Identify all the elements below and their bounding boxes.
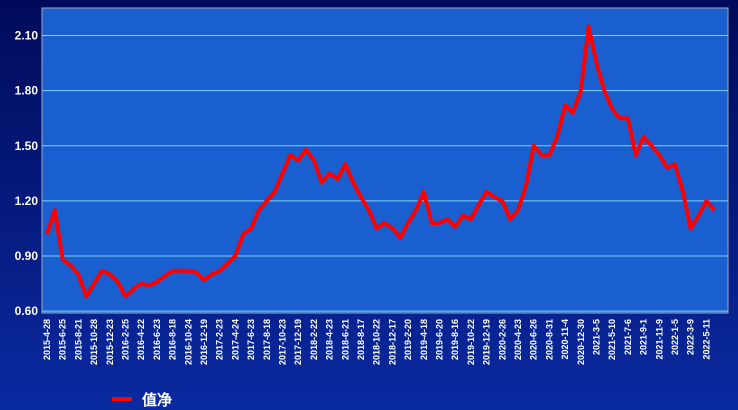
x-tick-label: 2015-4-28 bbox=[42, 319, 52, 360]
x-tick-label: 2020-11-4 bbox=[560, 319, 570, 360]
x-tick-label: 2021-11-9 bbox=[654, 319, 664, 360]
x-tick-label: 2017-4-24 bbox=[230, 319, 240, 360]
x-tick-label: 2016-2-25 bbox=[121, 319, 131, 360]
x-tick-label: 2015-8-21 bbox=[73, 319, 83, 360]
x-tick-label: 2017-6-23 bbox=[246, 319, 256, 360]
x-tick-label: 2020-2-26 bbox=[497, 319, 507, 360]
x-tick-label: 2017-10-23 bbox=[278, 319, 288, 365]
x-tick-label: 2019-10-22 bbox=[466, 319, 476, 365]
y-tick-label: 0.60 bbox=[15, 304, 39, 318]
x-tick-label: 2015-12-23 bbox=[105, 319, 115, 365]
legend-label: 值净 bbox=[142, 391, 172, 409]
x-tick-label: 2017-12-19 bbox=[293, 319, 303, 365]
x-tick-label: 2017-2-23 bbox=[215, 319, 225, 360]
x-tick-label: 2022-5-11 bbox=[701, 319, 711, 360]
y-tick-label: 1.20 bbox=[15, 194, 39, 208]
x-tick-label: 2019-6-20 bbox=[435, 319, 445, 360]
x-tick-label: 2015-6-25 bbox=[58, 319, 68, 360]
y-tick-label: 1.80 bbox=[15, 84, 39, 98]
x-tick-label: 2019-4-18 bbox=[419, 319, 429, 360]
x-tick-label: 2017-8-18 bbox=[262, 319, 272, 360]
x-tick-label: 2016-10-24 bbox=[183, 319, 193, 365]
x-tick-label: 2022-1-5 bbox=[670, 319, 680, 355]
x-tick-label: 2016-4-22 bbox=[136, 319, 146, 360]
y-tick-label: 0.90 bbox=[15, 249, 39, 263]
x-tick-label: 2020-4-23 bbox=[513, 319, 523, 360]
x-tick-label: 2022-3-9 bbox=[686, 319, 696, 355]
x-tick-label: 2021-9-1 bbox=[639, 319, 649, 355]
x-tick-label: 2016-12-19 bbox=[199, 319, 209, 365]
x-tick-label: 2021-7-6 bbox=[623, 319, 633, 355]
x-tick-label: 2016-6-23 bbox=[152, 319, 162, 360]
x-tick-label: 2020-12-30 bbox=[576, 319, 586, 365]
x-tick-label: 2020-6-26 bbox=[529, 319, 539, 360]
x-tick-label: 2019-12-19 bbox=[482, 319, 492, 365]
x-tick-label: 2016-8-18 bbox=[168, 319, 178, 360]
x-tick-label: 2018-12-17 bbox=[387, 319, 397, 365]
x-tick-label: 2018-8-17 bbox=[356, 319, 366, 360]
x-tick-label: 2020-8-31 bbox=[544, 319, 554, 360]
y-tick-label: 1.50 bbox=[15, 139, 39, 153]
x-tick-label: 2015-10-28 bbox=[89, 319, 99, 365]
x-tick-label: 2021-5-10 bbox=[607, 319, 617, 360]
x-tick-label: 2019-2-20 bbox=[403, 319, 413, 360]
y-tick-label: 2.10 bbox=[15, 29, 39, 43]
x-tick-label: 2018-4-23 bbox=[325, 319, 335, 360]
data-line bbox=[45, 24, 716, 299]
x-tick-label: 2018-2-22 bbox=[309, 319, 319, 360]
x-tick-label: 2018-10-22 bbox=[372, 319, 382, 365]
plot-area bbox=[41, 7, 729, 314]
x-tick-label: 2018-6-21 bbox=[340, 319, 350, 360]
x-tick-label: 2019-8-16 bbox=[450, 319, 460, 360]
x-tick-label: 2021-3-5 bbox=[592, 319, 602, 355]
